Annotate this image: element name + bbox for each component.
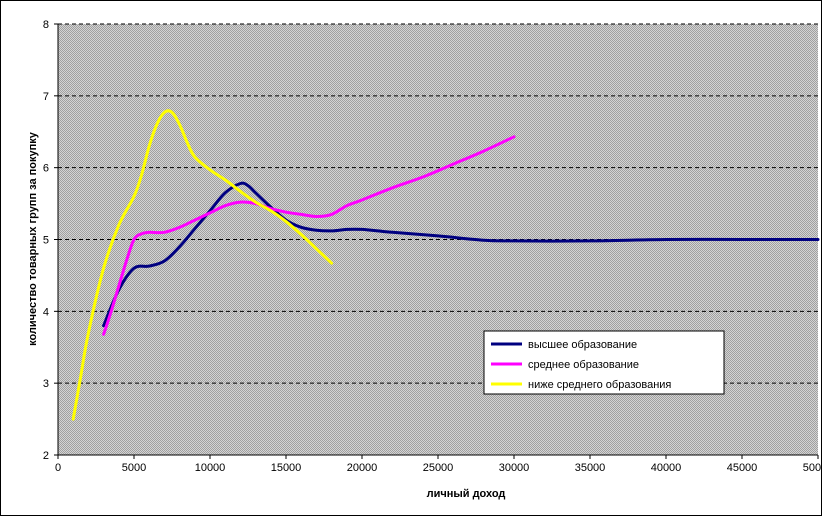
legend-label-2: среднее образование: [528, 359, 639, 371]
x-tick-label: 45000: [727, 462, 758, 474]
x-tick-label: 20000: [347, 462, 378, 474]
series-line-3: [71, 109, 334, 421]
x-tick-label: 5000: [122, 462, 146, 474]
y-tick-label: 4: [43, 306, 49, 318]
y-tick-label: 7: [43, 91, 49, 103]
y-tick-label: 6: [43, 163, 49, 175]
y-axis-title: количество товарных групп за покупку: [27, 131, 39, 346]
x-tick-label: 25000: [423, 462, 454, 474]
legend-label-3: ниже среднего образования: [528, 379, 671, 391]
x-tick-label: 15000: [271, 462, 302, 474]
x-tick-label: 30000: [499, 462, 530, 474]
x-tick-label: 40000: [651, 462, 682, 474]
y-tick-label: 2: [43, 450, 49, 462]
y-tick-label: 3: [43, 378, 49, 390]
x-axis-title: личный доход: [427, 488, 506, 500]
legend-label-1: высшее образование: [528, 339, 637, 351]
y-tick-label: 8: [43, 19, 49, 31]
x-tick-label: 10000: [195, 462, 226, 474]
legend-box: [483, 330, 725, 395]
y-tick-label: 5: [43, 235, 49, 247]
x-tick-label: 0: [55, 462, 61, 474]
x-tick-label: 35000: [575, 462, 606, 474]
x-tick-label: 50000: [803, 462, 821, 474]
